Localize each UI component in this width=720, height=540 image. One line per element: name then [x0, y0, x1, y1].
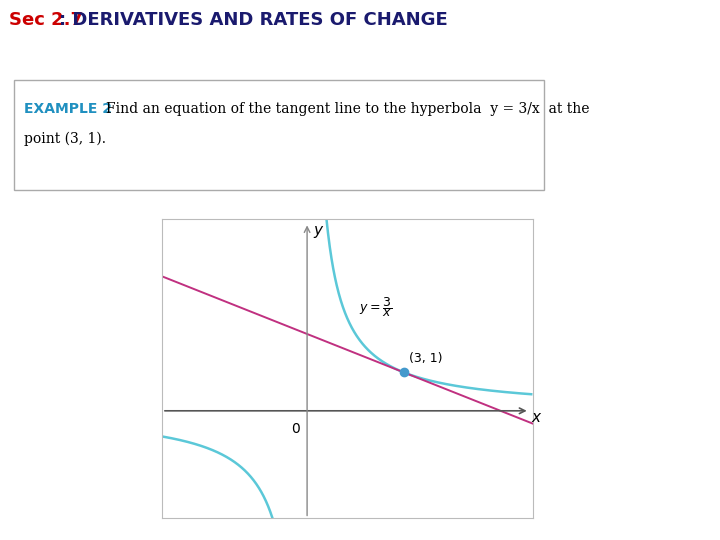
FancyBboxPatch shape [14, 80, 544, 190]
Text: $y = \dfrac{3}{x}$: $y = \dfrac{3}{x}$ [359, 295, 392, 320]
Text: point (3, 1).: point (3, 1). [24, 132, 106, 146]
Text: Sec 2.7: Sec 2.7 [9, 11, 83, 29]
Text: x: x [531, 410, 540, 425]
Text: (3, 1): (3, 1) [409, 352, 442, 365]
Text: y: y [313, 224, 322, 238]
Text: EXAMPLE 2: EXAMPLE 2 [24, 102, 112, 116]
Text: Find an equation of the tangent line to the hyperbola  y = 3/x  at the: Find an equation of the tangent line to … [106, 102, 590, 116]
Text: : DERIVATIVES AND RATES OF CHANGE: : DERIVATIVES AND RATES OF CHANGE [59, 11, 448, 29]
Text: 0: 0 [292, 422, 300, 436]
